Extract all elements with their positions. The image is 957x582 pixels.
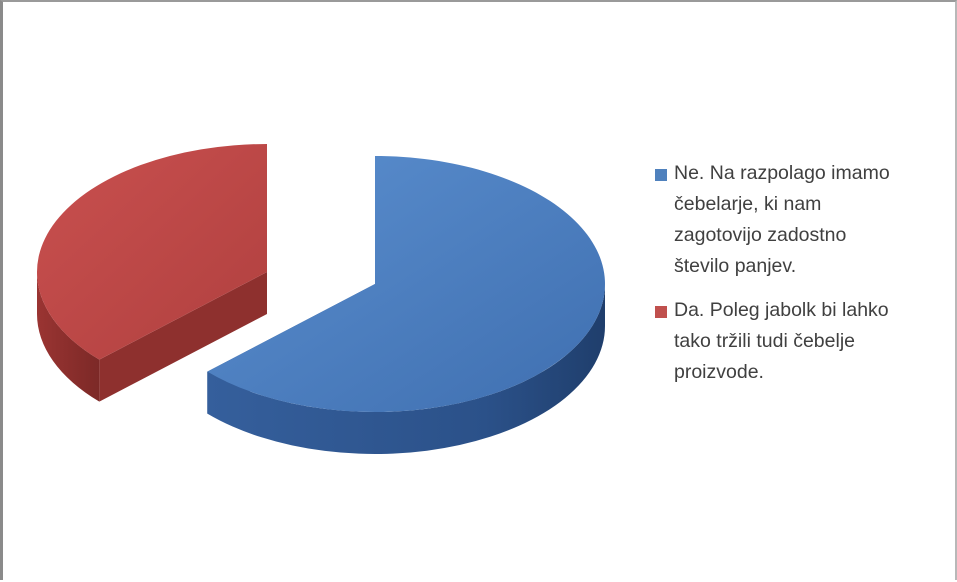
legend-item-ne: Ne. Na razpolago imamo čebelarje, ki nam… <box>655 158 955 282</box>
legend-line: čebelarje, ki nam <box>674 193 822 215</box>
pie-slice-da-wall <box>99 272 267 402</box>
legend-line: proizvode. <box>674 361 764 383</box>
pie-slice-ne-side <box>207 284 605 454</box>
legend-line: zagotovijo zadostno <box>674 224 847 246</box>
pie-slice-da <box>36 144 268 402</box>
pie-chart <box>36 144 605 454</box>
legend: Ne. Na razpolago imamo čebelarje, ki nam… <box>655 158 955 401</box>
legend-swatch-blue <box>655 169 667 181</box>
legend-swatch-red <box>655 306 667 318</box>
pie-slice-da-top <box>36 144 268 360</box>
pie-slice-da-side <box>36 272 100 402</box>
pie-slice-ne <box>207 156 605 454</box>
pie-slice-ne-top <box>207 156 605 412</box>
legend-line: število panjev. <box>674 255 797 277</box>
legend-item-da: Da. Poleg jabolk bi lahko tako tržili tu… <box>655 295 955 388</box>
legend-line: Ne. Na razpolago imamo <box>674 162 890 184</box>
legend-line: Da. Poleg jabolk bi lahko <box>674 299 889 321</box>
legend-line: tako tržili tudi čebelje <box>674 330 856 352</box>
